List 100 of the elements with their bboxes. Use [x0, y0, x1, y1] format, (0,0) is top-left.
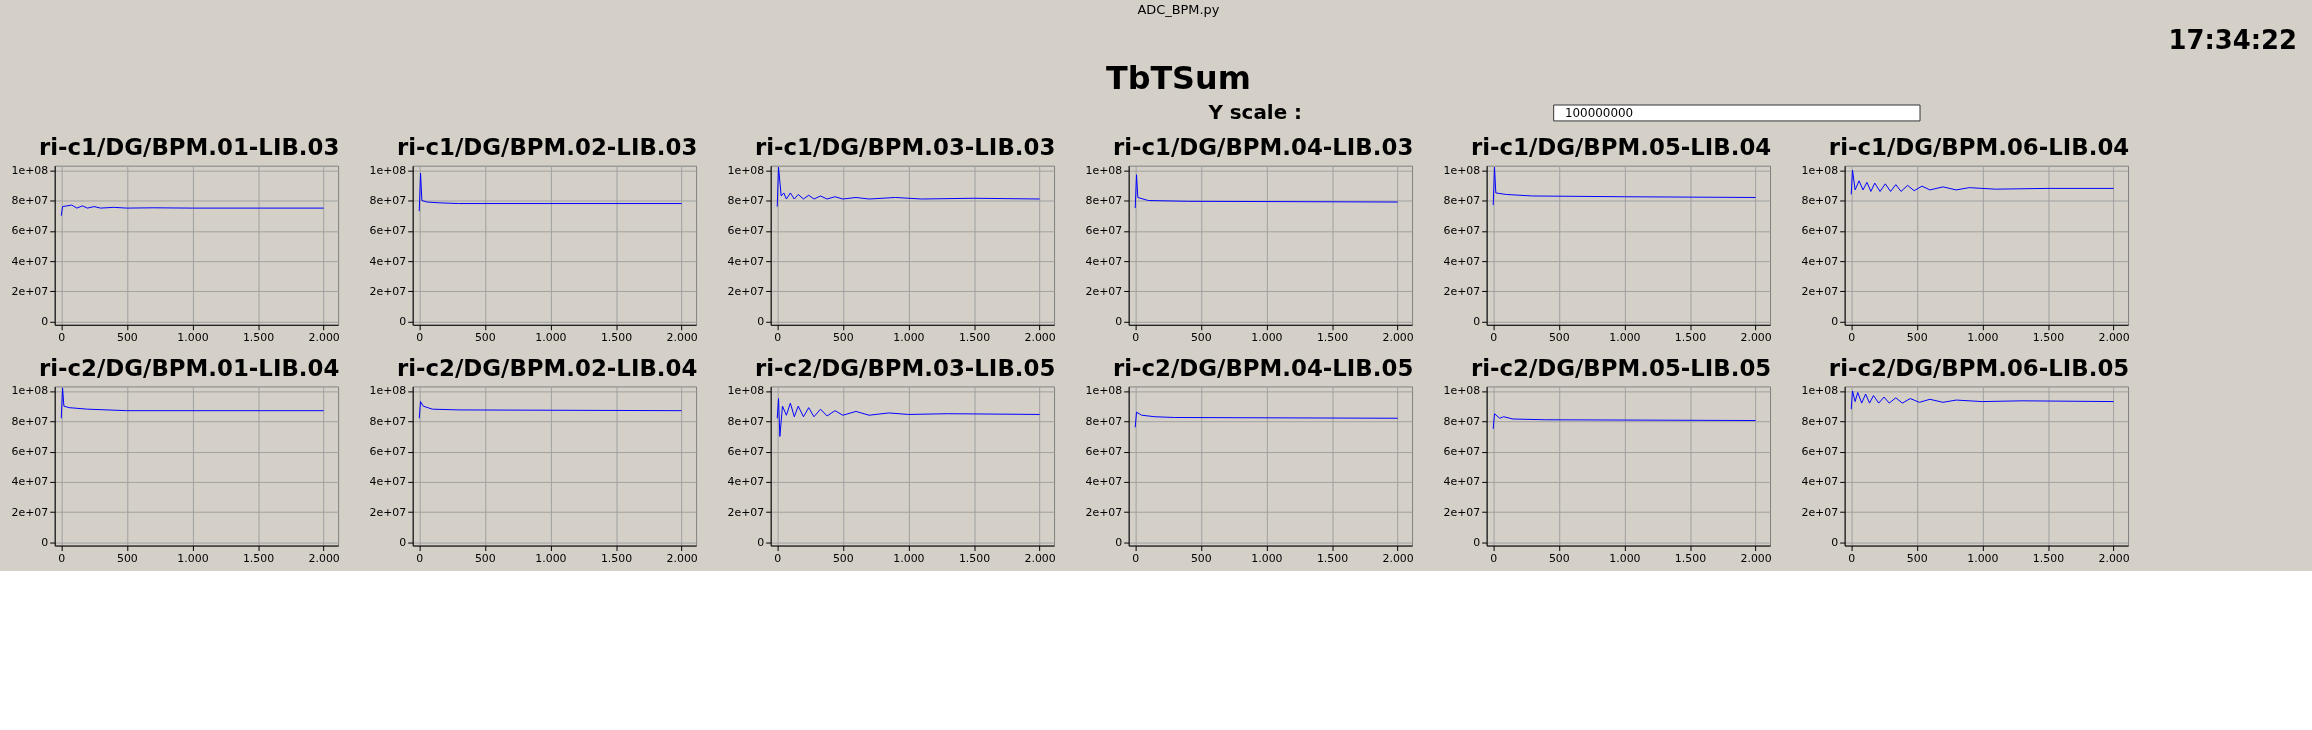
y-tick-label: 6e+07	[727, 224, 765, 238]
line-series	[1850, 169, 2115, 195]
y-tick-label: 4e+07	[1085, 254, 1123, 268]
y-tick-label: 2e+07	[369, 505, 407, 519]
x-tick-label: 500	[832, 331, 854, 345]
chart-title: ri-c1/DG/BPM.05-LIB.04	[1470, 134, 1772, 161]
x-tick-label: 0	[416, 551, 424, 565]
text: Y scale :	[1207, 100, 1302, 124]
chart-title: ri-c2/DG/BPM.06-LIB.05	[1828, 355, 2130, 382]
chart-title: ri-c1/DG/BPM.04-LIB.03	[1112, 134, 1414, 161]
y-tick-label: 2e+07	[1801, 505, 1839, 519]
x-tick-label: 500	[1906, 551, 1928, 565]
y-tick-label: 8e+07	[1443, 414, 1481, 428]
chart-title: ri-c2/DG/BPM.01-LIB.04	[38, 355, 340, 382]
y-tick-label: 6e+07	[369, 224, 407, 238]
y-tick-label: 1e+08	[727, 384, 765, 398]
y-tick-label: 0	[399, 535, 407, 549]
y-tick-label: 4e+07	[1801, 475, 1839, 489]
y-tick-label: 0	[41, 315, 49, 329]
x-tick-label: 2.000	[1382, 551, 1414, 565]
x-tick-label: 0	[1490, 331, 1498, 345]
x-tick-label: 1.000	[1967, 331, 1999, 345]
x-tick-label: 1.000	[893, 551, 925, 565]
x-tick-label: 500	[1906, 331, 1928, 345]
x-tick-label: 0	[774, 551, 782, 565]
y-tick-label: 8e+07	[1443, 194, 1481, 208]
y-tick-label: 6e+07	[1801, 445, 1839, 459]
y-tick-label: 8e+07	[1085, 194, 1123, 208]
y-tick-label: 8e+07	[369, 414, 407, 428]
x-tick-label: 1.000	[177, 551, 209, 565]
y-tick-label: 4e+07	[1443, 254, 1481, 268]
x-tick-label: 500	[832, 551, 854, 565]
y-tick-label: 1e+08	[11, 163, 49, 177]
chart-title: ri-c1/DG/BPM.06-LIB.04	[1828, 134, 2130, 161]
x-tick-label: 1.000	[1609, 551, 1641, 565]
x-tick-label: 500	[1190, 551, 1212, 565]
x-tick-label: 0	[58, 331, 66, 345]
y-tick-label: 1e+08	[1085, 163, 1123, 177]
y-tick-label: 6e+07	[11, 224, 49, 238]
x-tick-label: 2.000	[2098, 331, 2130, 345]
x-tick-label: 2.000	[2098, 551, 2130, 565]
y-tick-label: 1e+08	[727, 163, 765, 177]
x-tick-label: 500	[1548, 551, 1570, 565]
y-tick-label: 2e+07	[1443, 284, 1481, 298]
chart-title: ri-c2/DG/BPM.04-LIB.05	[1112, 355, 1414, 382]
x-tick-label: 1.000	[893, 331, 925, 345]
chart-title: ri-c2/DG/BPM.03-LIB.05	[754, 355, 1056, 382]
y-tick-label: 4e+07	[1085, 475, 1123, 489]
y-tick-label: 0	[399, 315, 407, 329]
x-tick-label: 1.500	[958, 551, 991, 565]
y-tick-label: 1e+08	[1801, 163, 1839, 177]
x-tick-label: 1.500	[242, 551, 275, 565]
y-tick-label: 8e+07	[1801, 414, 1839, 428]
y-tick-label: 0	[1473, 315, 1481, 329]
x-tick-label: 1.000	[1251, 331, 1283, 345]
x-tick-label: 500	[474, 331, 496, 345]
x-tick-label: 500	[116, 331, 138, 345]
x-tick-label: 1.000	[1251, 551, 1283, 565]
x-tick-label: 2.000	[666, 331, 698, 345]
y-tick-label: 4e+07	[727, 254, 765, 268]
y-tick-label: 8e+07	[727, 414, 765, 428]
chart-title: ri-c2/DG/BPM.02-LIB.04	[396, 355, 698, 382]
line-series	[1134, 411, 1399, 428]
y-tick-label: 2e+07	[1085, 505, 1123, 519]
chart-title: ri-c1/DG/BPM.02-LIB.03	[396, 134, 698, 161]
x-tick-label: 2.000	[1740, 551, 1772, 565]
y-tick-label: 0	[1831, 535, 1839, 549]
line-series	[1492, 166, 1757, 206]
y-tick-label: 8e+07	[11, 194, 49, 208]
text: TbTSum	[1105, 59, 1251, 98]
y-tick-label: 4e+07	[11, 254, 49, 268]
text: ADC_BPM.py	[1137, 1, 1220, 17]
x-tick-label: 0	[1132, 551, 1140, 565]
chart-title: ri-c1/DG/BPM.03-LIB.03	[754, 134, 1056, 161]
x-tick-label: 1.500	[600, 551, 633, 565]
y-tick-label: 2e+07	[1443, 505, 1481, 519]
line-series	[418, 401, 683, 419]
y-tick-label: 8e+07	[369, 194, 407, 208]
text: 100000000	[1564, 105, 1634, 120]
y-tick-label: 2e+07	[727, 505, 765, 519]
text: 17:34:22	[2168, 25, 2298, 56]
x-tick-label: 1.000	[535, 331, 567, 345]
chart-title: ri-c1/DG/BPM.01-LIB.03	[38, 134, 340, 161]
y-tick-label: 1e+08	[369, 384, 407, 398]
x-tick-label: 2.000	[308, 551, 340, 565]
line-series	[418, 172, 683, 212]
x-tick-label: 500	[474, 551, 496, 565]
y-tick-label: 4e+07	[727, 475, 765, 489]
y-tick-label: 6e+07	[1443, 224, 1481, 238]
x-tick-label: 0	[1848, 331, 1856, 345]
x-tick-label: 0	[416, 331, 424, 345]
x-tick-label: 1.000	[535, 551, 567, 565]
x-tick-label: 0	[58, 551, 66, 565]
line-series	[1492, 413, 1757, 430]
y-tick-label: 1e+08	[1443, 163, 1481, 177]
y-tick-label: 6e+07	[1801, 224, 1839, 238]
y-tick-label: 1e+08	[369, 163, 407, 177]
y-tick-label: 0	[41, 535, 49, 549]
y-tick-label: 2e+07	[369, 284, 407, 298]
y-tick-label: 0	[1115, 315, 1123, 329]
